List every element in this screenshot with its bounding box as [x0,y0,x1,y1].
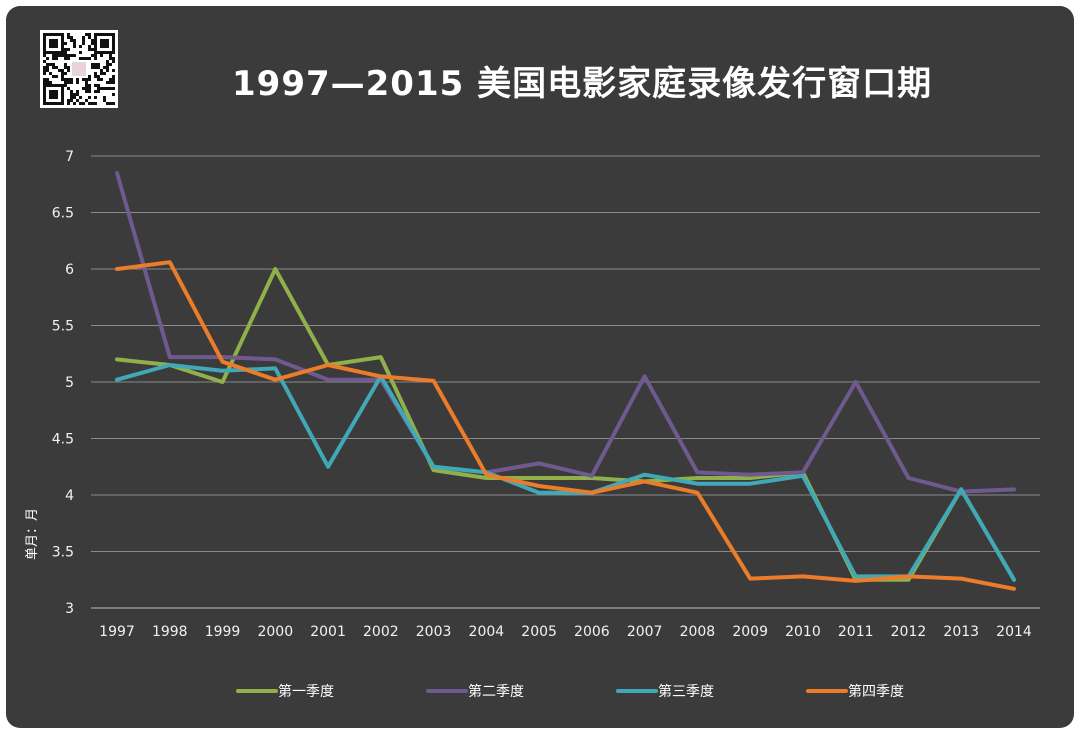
x-tick-label: 2003 [416,624,452,640]
y-axis-ticks: 3 3.5 4 4.5 5 5.5 6 6.5 7 [52,149,74,617]
x-tick-label: 2005 [521,624,557,640]
x-tick-label: 2013 [943,624,979,640]
y-tick-label: 6.5 [52,206,74,222]
x-tick-label: 2002 [363,624,399,640]
x-tick-label: 2009 [732,624,768,640]
x-tick-label: 2008 [680,624,716,640]
x-tick-label: 1997 [99,624,135,640]
y-tick-label: 4.5 [52,432,74,448]
chart-title: 1997—2015 美国电影家庭录像发行窗口期 [232,64,933,104]
y-tick-label: 5 [65,375,74,391]
x-tick-label: 2004 [469,624,505,640]
legend-label: 第四季度 [848,683,904,700]
x-tick-label: 2012 [891,624,927,640]
legend: 第一季度 第二季度 第三季度 第四季度 [236,683,904,700]
y-tick-label: 3 [65,601,74,617]
y-tick-label: 4 [65,488,74,504]
x-tick-label: 1999 [205,624,241,640]
x-tick-label: 2010 [785,624,821,640]
series-line-4 [115,260,1016,591]
x-tick-label: 2007 [627,624,663,640]
grid-lines [91,155,1040,609]
series-line-3 [115,363,1016,582]
y-tick-label: 6 [65,262,74,278]
legend-label: 第三季度 [658,683,714,700]
legend-label: 第二季度 [468,683,524,700]
y-axis-label: 单月：月 [25,508,40,560]
x-tick-label: 2006 [574,624,610,640]
x-tick-label: 2011 [838,624,874,640]
y-tick-label: 3.5 [52,545,74,561]
x-axis-ticks: 1997 1998 1999 2000 2001 2002 2003 2004 2005 2006… [99,624,1032,640]
x-tick-label: 2000 [257,624,293,640]
series-lines [115,171,1016,591]
legend-label: 第一季度 [278,683,334,700]
x-tick-label: 2014 [996,624,1032,640]
qr-code [40,30,118,108]
x-tick-label: 2001 [310,624,346,640]
y-tick-label: 7 [65,149,74,165]
x-tick-label: 1998 [152,624,188,640]
series-line-2 [115,171,1016,494]
y-tick-label: 5.5 [52,319,74,335]
